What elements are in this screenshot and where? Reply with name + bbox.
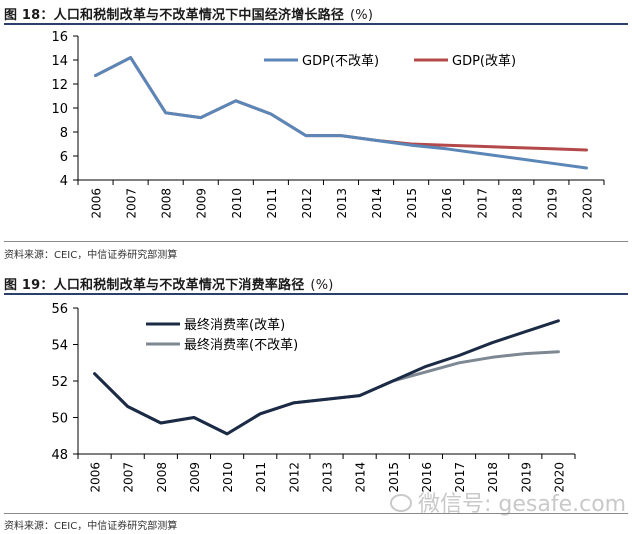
x-tick-label: 2018 <box>510 188 524 219</box>
x-tick-label: 2016 <box>420 462 434 493</box>
x-tick-label: 2012 <box>300 188 314 219</box>
y-tick-label: 6 <box>60 150 68 165</box>
x-tick-label: 2010 <box>221 462 235 493</box>
wechat-icon <box>390 494 412 512</box>
x-tick-label: 2017 <box>475 188 489 219</box>
watermark: 微信号: gesafe.com <box>390 486 626 518</box>
figure-18-bottom-rule <box>4 241 628 242</box>
x-tick-label: 2006 <box>90 188 104 219</box>
y-tick-label: 12 <box>51 78 68 93</box>
y-tick-label: 8 <box>60 126 68 141</box>
x-tick-label: 2015 <box>405 188 419 219</box>
y-tick-label: 14 <box>51 54 68 69</box>
legend-label: GDP(不改革) <box>302 54 379 69</box>
x-tick-label: 2013 <box>335 188 349 219</box>
series-line <box>93 319 560 436</box>
x-tick-label: 2007 <box>122 462 136 493</box>
figure-19-title-rule <box>4 293 628 295</box>
x-tick-label: 2012 <box>287 462 301 493</box>
x-tick-label: 2014 <box>354 462 368 493</box>
figure-19-bottom-rule <box>4 513 628 514</box>
x-tick-label: 2006 <box>89 462 103 493</box>
figure-19-unit: (%) <box>310 278 334 293</box>
gdp-growth-chart: 4 6 8 10 12 14 16 2006 2007 2008 2009 2010 2011 2012 2… <box>51 30 605 219</box>
y-tick-label: 52 <box>51 375 68 390</box>
y-tick-label: 56 <box>51 302 68 317</box>
figure-19-source: 资料来源：CEIC，中信证券研究部测算 <box>4 521 178 532</box>
x-tick-label: 2017 <box>453 462 467 493</box>
x-tick-label: 2011 <box>265 188 279 219</box>
x-tick-label: 2008 <box>160 188 174 219</box>
y-tick-label: 16 <box>51 30 68 45</box>
figure-18-title-rule <box>4 23 628 25</box>
x-tick-label: 2014 <box>370 188 384 219</box>
figure-18-title: 图 18：人口和税制改革与不改革情况下中国经济增长路径 (%) <box>4 4 373 23</box>
x-tick-label: 2011 <box>254 462 268 493</box>
legend-label: 最终消费率(不改革) <box>184 337 298 353</box>
x-tick-label: 2020 <box>580 188 594 219</box>
figure-19-title: 图 19：人口和税制改革与不改革情况下消费率路径 (%) <box>4 274 334 293</box>
y-tick-label: 50 <box>51 412 68 427</box>
x-tick-label: 2007 <box>125 188 139 219</box>
legend-label: GDP(改革) <box>452 54 516 69</box>
figure-18-source: 资料来源：CEIC，中信证券研究部测算 <box>4 250 178 261</box>
x-tick-label: 2013 <box>321 462 335 493</box>
figure-18-title-text: 图 18：人口和税制改革与不改革情况下中国经济增长路径 <box>4 8 345 23</box>
x-tick-label: 2008 <box>155 462 169 493</box>
x-tick-label: 2016 <box>440 188 454 219</box>
x-tick-label: 2019 <box>545 188 559 219</box>
y-tick-label: 48 <box>51 448 68 463</box>
figure-18-unit: (%) <box>350 8 374 23</box>
y-tick-label: 10 <box>51 102 68 117</box>
series-line <box>94 56 588 170</box>
legend-label: 最终消费率(改革) <box>184 317 285 333</box>
x-tick-label: 2020 <box>552 462 566 493</box>
figure-19-title-text: 图 19：人口和税制改革与不改革情况下消费率路径 <box>4 278 305 293</box>
y-tick-label: 4 <box>60 174 68 189</box>
x-tick-label: 2009 <box>195 188 209 219</box>
x-tick-label: 2018 <box>486 462 500 493</box>
consumption-rate-chart: 48 50 52 54 56 2006 2007 2008 2009 2010 2011 2012 20… <box>51 302 576 493</box>
watermark-text: 微信号: gesafe.com <box>418 492 627 517</box>
y-tick-label: 54 <box>51 339 68 354</box>
x-tick-label: 2010 <box>230 188 244 219</box>
x-tick-label: 2009 <box>188 462 202 493</box>
x-tick-label: 2019 <box>519 462 533 493</box>
x-tick-label: 2015 <box>387 462 401 493</box>
